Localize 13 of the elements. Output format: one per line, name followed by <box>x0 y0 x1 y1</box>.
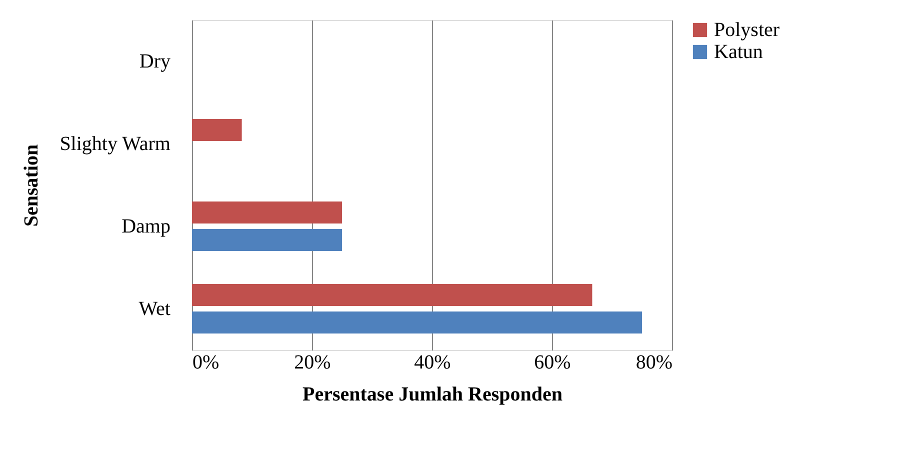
x-tick-label: 40% <box>414 352 451 374</box>
x-tick-label: 80% <box>636 352 672 374</box>
x-axis-title: Persentase Jumlah Responden <box>302 384 563 406</box>
x-tick-label: 20% <box>294 352 331 374</box>
legend-label: Katun <box>714 41 763 63</box>
y-tick-label: Wet <box>138 298 171 320</box>
y-axis-title: Sensation <box>20 144 42 227</box>
y-tick-label: Slighty Warm <box>60 132 171 155</box>
x-tick-label: 60% <box>534 352 571 374</box>
legend-label: Polyster <box>714 19 780 41</box>
y-tick-label: Damp <box>122 215 170 238</box>
x-tick-label: 0% <box>192 352 220 374</box>
y-tick-label: Dry <box>139 50 170 72</box>
